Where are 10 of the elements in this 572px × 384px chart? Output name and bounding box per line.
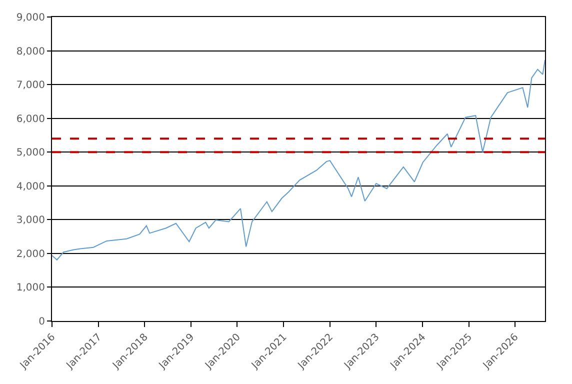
y-tick-label: 8,000 xyxy=(16,46,45,58)
y-tick-label: 1,000 xyxy=(16,282,45,294)
y-tick-label: 9,000 xyxy=(16,12,45,24)
y-tick-label: 2,000 xyxy=(16,248,45,260)
y-tick-label: 3,000 xyxy=(16,215,45,226)
y-tick-label: 4,000 xyxy=(16,181,45,192)
y-tick-label: 6,000 xyxy=(16,114,45,125)
y-tick-label: 0 xyxy=(38,316,45,328)
y-tick-label: 5,000 xyxy=(16,148,45,159)
y-tick-label: 7,000 xyxy=(16,80,45,92)
